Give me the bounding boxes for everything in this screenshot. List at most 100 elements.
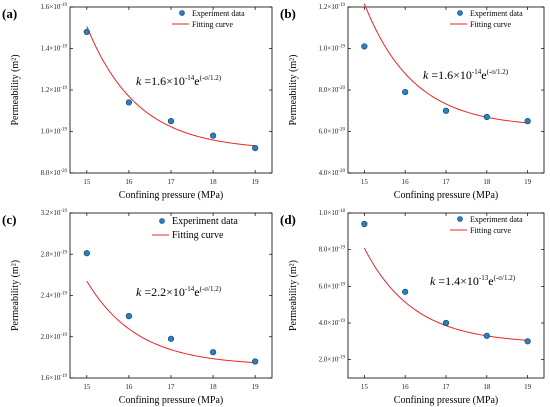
- equation-exp: -13: [479, 274, 489, 282]
- data-point: [167, 335, 175, 342]
- equation-times: ×10: [453, 68, 472, 82]
- legend: Experiment data Fitting curve: [450, 215, 523, 235]
- x-tick-label: 15: [361, 178, 369, 186]
- equation-power: (-σ/1.2): [200, 285, 222, 293]
- y-tick-times: ×10: [327, 128, 338, 136]
- data-point: [125, 313, 133, 320]
- legend: Experiment data Fitting curve: [152, 216, 238, 241]
- y-tick-times: ×10: [327, 356, 338, 364]
- y-tick-label: 1.2×10-19: [319, 3, 346, 11]
- x-tick-label: 18: [210, 383, 218, 391]
- x-tick-label: 18: [483, 178, 491, 186]
- x-tick-label: 18: [483, 383, 491, 391]
- legend-label-experiment: Experiment data: [470, 215, 523, 224]
- data-point: [252, 145, 259, 152]
- panel-label: (a): [2, 6, 17, 21]
- y-tick-times: ×10: [327, 282, 338, 290]
- x-tick-label: 16: [402, 383, 410, 391]
- x-axis-title: Confining pressure (MPa): [119, 395, 223, 406]
- y-tick-exponent: -18: [338, 209, 345, 214]
- y-tick-exponent: -19: [338, 45, 345, 50]
- y-tick-times: ×10: [49, 128, 60, 136]
- y-tick-times: ×10: [49, 3, 60, 11]
- equation-eq: =: [141, 285, 151, 299]
- legend: Experiment data Fitting curve: [450, 9, 523, 29]
- y-tick-times: ×10: [327, 45, 338, 53]
- data-point: [483, 113, 490, 121]
- y-tick-mantissa: 8.0: [41, 169, 50, 177]
- y-axis-title: Permeability (m²): [10, 260, 21, 331]
- y-tick-mantissa: 6.0: [319, 282, 328, 290]
- legend-label-fit: Fitting curve: [192, 20, 234, 29]
- legend-label-fit: Fitting curve: [470, 20, 512, 29]
- y-tick-mantissa: 1.0: [319, 45, 328, 53]
- y-tick-label: 2.4×10-19: [41, 292, 68, 300]
- y-tick-exponent: -20: [338, 169, 345, 174]
- y-tick-mantissa: 4.0: [319, 169, 328, 177]
- y-tick-label: 1.0×10-19: [41, 128, 68, 136]
- data-point: [209, 349, 217, 356]
- fit-curve: [363, 3, 528, 124]
- y-tick-times: ×10: [49, 86, 60, 94]
- y-tick-label: 2.0×10-19: [41, 333, 68, 341]
- y-tick-times: ×10: [327, 209, 338, 217]
- chart-panel-b: (b)15 16 17 18 194.0×10-206.0×10-208.0×10-20…: [280, 3, 545, 201]
- fit-equation: k =2.2×10-14e(-σ/1.2): [136, 285, 222, 299]
- equation-e: e: [194, 285, 199, 299]
- panel-label: (b): [280, 6, 296, 21]
- y-axis-title: Permeability (m²): [288, 54, 299, 125]
- data-point: [402, 288, 409, 295]
- y-tick-label: 4.0×10-19: [319, 319, 346, 327]
- fit-equation: k =1.6×10-14e(-σ/1.2): [136, 74, 222, 88]
- panel-label: (c): [2, 212, 16, 227]
- legend-label-experiment: Experiment data: [192, 9, 245, 18]
- y-tick-label: 1.0×10-18: [319, 209, 346, 217]
- equation-eq: =: [141, 74, 151, 88]
- y-tick-mantissa: 1.2: [41, 86, 50, 94]
- equation-times: ×10: [166, 285, 185, 299]
- x-tick-label: 17: [168, 383, 176, 391]
- data-point: [524, 118, 531, 125]
- data-point: [125, 99, 133, 106]
- y-tick-mantissa: 1.0: [319, 209, 328, 217]
- legend-marker-experiment: [457, 10, 463, 16]
- equation-lhs: k: [136, 285, 142, 299]
- y-tick-exponent: -19: [60, 86, 67, 91]
- y-tick-label: 1.0×10-19: [319, 45, 346, 53]
- x-tick-label: 15: [83, 178, 91, 186]
- data-point: [252, 358, 259, 365]
- y-axis-title: Permeability (m²): [288, 260, 299, 331]
- x-tick-label: 16: [125, 178, 133, 186]
- y-tick-mantissa: 3.2: [41, 209, 50, 217]
- legend-marker-experiment: [179, 10, 185, 16]
- y-tick-label: 6.0×10-20: [319, 128, 346, 136]
- fit-curve: [86, 26, 256, 147]
- y-tick-label: 3.2×10-19: [41, 209, 68, 217]
- y-tick-times: ×10: [49, 250, 60, 258]
- y-tick-label: 1.6×10-19: [41, 3, 68, 11]
- equation-eq: =: [428, 68, 438, 82]
- fit-curve: [86, 280, 256, 364]
- x-tick-label: 16: [125, 383, 133, 391]
- y-tick-exponent: -19: [60, 128, 67, 133]
- y-tick-mantissa: 6.0: [319, 128, 328, 136]
- y-tick-label: 2.8×10-19: [41, 250, 68, 258]
- y-tick-times: ×10: [49, 169, 60, 177]
- legend-marker-experiment: [159, 218, 165, 224]
- y-tick-exponent: -20: [338, 128, 345, 133]
- fit-equation: k =1.4×10-13e(-σ/1.2): [430, 274, 516, 288]
- data-point: [483, 332, 490, 339]
- y-tick-exponent: -19: [60, 374, 67, 379]
- panel-label: (d): [280, 212, 296, 227]
- y-tick-label: 1.6×10-19: [41, 374, 68, 382]
- y-tick-mantissa: 2.0: [41, 333, 50, 341]
- y-tick-exponent: -19: [60, 292, 67, 297]
- y-tick-times: ×10: [49, 209, 60, 217]
- x-axis-title: Confining pressure (MPa): [119, 190, 223, 201]
- equation-exp: -14: [185, 285, 195, 293]
- equation-times: ×10: [166, 74, 185, 88]
- y-tick-times: ×10: [327, 169, 338, 177]
- equation-coef: 2.2: [151, 285, 166, 299]
- equation-exp: -14: [472, 68, 482, 76]
